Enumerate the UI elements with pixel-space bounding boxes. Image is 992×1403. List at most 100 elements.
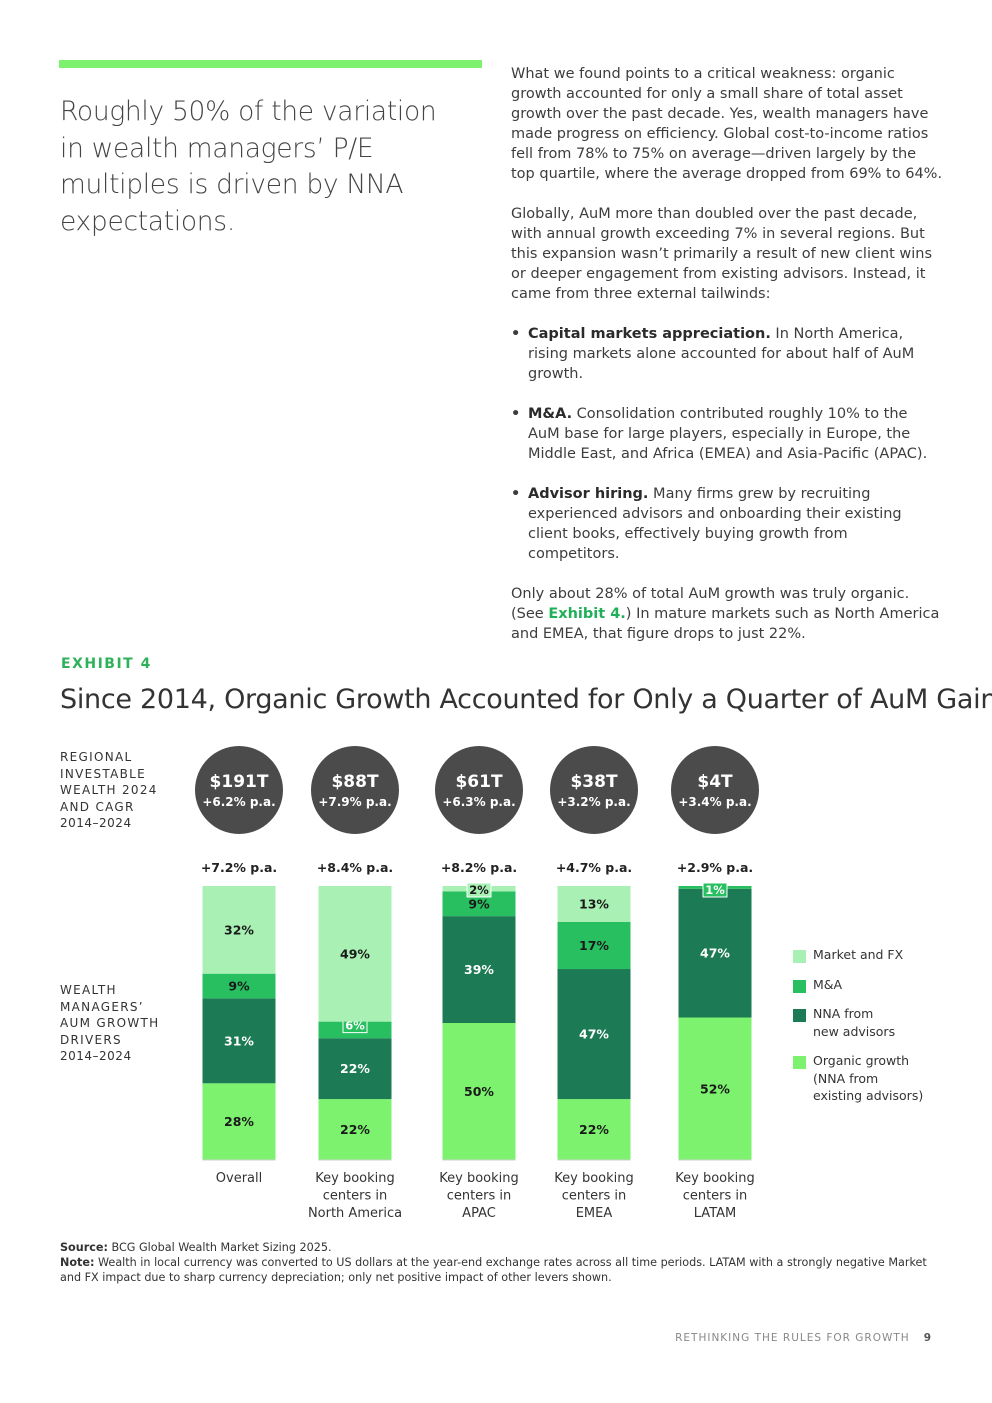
- legend-item-organic: Organic growth (NNA from existing adviso…: [793, 1052, 923, 1105]
- category-label: Key booking: [675, 1171, 755, 1186]
- aum-cagr-label: +4.7% p.a.: [556, 860, 632, 875]
- bar-segment-organic: [202, 1083, 276, 1160]
- legend-label: Organic growth: [813, 1053, 910, 1068]
- bar-segment-organic: [557, 1099, 631, 1160]
- wealth-row-label: REGIONAL INVESTABLE WEALTH 2024 AND CAGR…: [60, 749, 160, 832]
- bar-segment-nna-new: [202, 998, 276, 1084]
- wealth-total-label: $38T: [570, 772, 617, 792]
- small-segment-label-box: [702, 882, 728, 898]
- bullet-title: M&A.: [528, 406, 573, 422]
- body-paragraph-3-start: Only about 28% of total AuM growth was t…: [511, 586, 910, 622]
- bar-value-label: 9%: [468, 896, 490, 911]
- list-item: Capital markets appreciation. In North A…: [511, 324, 943, 384]
- legend-item-nna-new: NNA from new advisors: [793, 1005, 923, 1040]
- bar-segment-market-fx: [557, 886, 631, 922]
- wealth-circle: [195, 746, 283, 834]
- small-segment-label-box: [466, 882, 492, 898]
- bar-value-label: 13%: [579, 896, 609, 911]
- aum-cagr-label: +8.2% p.a.: [441, 860, 517, 875]
- category-label: APAC: [462, 1206, 496, 1221]
- body-paragraph-2: Globally, AuM more than doubled over the…: [511, 206, 933, 302]
- drivers-row-label-text: WEALTH MANAGERS’ AUM GROWTH DRIVERS: [60, 983, 160, 1047]
- legend-label: new advisors: [813, 1023, 896, 1039]
- legend-label: NNA from: [813, 1006, 874, 1021]
- running-title: RETHINKING THE RULES FOR GROWTH: [675, 1332, 910, 1344]
- exhibit-label: EXHIBIT 4: [61, 656, 152, 672]
- legend-swatch-ma: [793, 979, 806, 993]
- category-label: Key booking: [315, 1171, 395, 1186]
- legend-swatch-market-fx: [793, 950, 806, 963]
- wealth-total-label: $88T: [331, 772, 378, 792]
- accent-bar: [59, 60, 482, 68]
- legend-label: (NNA from: [813, 1070, 879, 1086]
- bar-value-label: 17%: [579, 938, 609, 953]
- bar-value-label: 9%: [228, 979, 250, 994]
- bar-segment-nna-new: [442, 916, 516, 1023]
- drivers-row-label: WEALTH MANAGERS’ AUM GROWTH DRIVERS 2014…: [60, 982, 170, 1065]
- body-paragraph-3-end: ) In mature markets such as North Americ…: [511, 606, 940, 642]
- aum-cagr-label: +2.9% p.a.: [677, 860, 753, 875]
- legend-label: existing advisors): [813, 1088, 924, 1103]
- wealth-cagr-label: +6.2% p.a.: [202, 795, 275, 809]
- body-text-column: What we found points to a critical weakn…: [511, 64, 943, 664]
- note-label: Note:: [60, 1256, 95, 1269]
- wealth-circle: [435, 746, 523, 834]
- bar-segment-market-fx: [202, 886, 276, 974]
- wealth-cagr-label: +6.3% p.a.: [442, 795, 515, 809]
- page-footer: RETHINKING THE RULES FOR GROWTH 9: [675, 1332, 932, 1344]
- bar-value-label: 22%: [579, 1122, 609, 1137]
- pull-quote: Roughly 50% of the variation in wealth m…: [60, 96, 437, 237]
- category-label: centers in: [447, 1189, 512, 1204]
- category-label: Key booking: [554, 1171, 634, 1186]
- list-item: Advisor hiring. Many firms grew by recru…: [511, 484, 943, 564]
- bar-value-label: 47%: [700, 946, 730, 961]
- body-paragraph-3: Only about 28% of total AuM growth was t…: [511, 584, 943, 644]
- bar-value-label: 50%: [464, 1084, 494, 1099]
- wealth-total-label: $191T: [210, 772, 269, 792]
- category-label: EMEA: [576, 1206, 613, 1221]
- bar-value-label: 22%: [340, 1061, 370, 1076]
- bullet-text: In North America, rising markets alone a…: [528, 326, 915, 382]
- wealth-row-label-years: 2014–2024: [60, 816, 132, 830]
- wealth-total-label: $61T: [455, 772, 502, 792]
- list-item: M&A. Consolidation contributed roughly 1…: [511, 404, 943, 464]
- aum-cagr-label: +8.4% p.a.: [317, 860, 393, 875]
- category-label: LATAM: [694, 1206, 736, 1221]
- source-label: Source:: [60, 1241, 108, 1254]
- bar-segment-ma: [557, 921, 631, 970]
- bar-value-label: 6%: [345, 1019, 365, 1033]
- category-label: centers in: [683, 1189, 748, 1204]
- bar-value-label: 47%: [579, 1027, 609, 1042]
- bar-segment-market-fx: [318, 886, 392, 1022]
- source-text: BCG Global Wealth Market Sizing 2025.: [107, 1241, 332, 1254]
- bar-value-label: 22%: [340, 1122, 370, 1137]
- legend-swatch-organic: [793, 1056, 806, 1069]
- note-text: Wealth in local currency was converted t…: [60, 1256, 927, 1284]
- category-label: centers in: [562, 1189, 627, 1204]
- bar-value-label: 1%: [705, 883, 725, 897]
- bar-segment-organic: [678, 1017, 752, 1160]
- wealth-row-label-text: REGIONAL INVESTABLE WEALTH 2024 AND CAGR: [60, 750, 158, 814]
- drivers-row-label-years: 2014–2024: [60, 1049, 132, 1063]
- footnotes: Source: BCG Global Wealth Market Sizing …: [60, 1240, 930, 1285]
- wealth-cagr-label: +3.2% p.a.: [557, 795, 630, 809]
- bullet-text: Many firms grew by recruiting experience…: [528, 486, 902, 562]
- bar-segment-organic: [442, 1023, 516, 1160]
- bullet-text: Consolidation contributed roughly 10% to…: [528, 406, 928, 462]
- page-number: 9: [923, 1332, 932, 1344]
- legend-label: M&A: [813, 976, 843, 992]
- category-label: Key booking: [439, 1171, 519, 1186]
- legend-swatch-nna-new: [793, 1009, 806, 1022]
- bar-value-label: 32%: [224, 922, 254, 937]
- category-label: North America: [308, 1206, 402, 1221]
- legend-item-ma: M&A: [793, 976, 923, 994]
- category-label: centers in: [323, 1189, 388, 1204]
- wealth-cagr-label: +3.4% p.a.: [678, 795, 751, 809]
- exhibit-4-link[interactable]: Exhibit 4.: [548, 606, 626, 622]
- bar-value-label: 2%: [469, 883, 489, 897]
- bullet-title: Advisor hiring.: [528, 486, 649, 502]
- tailwinds-list: Capital markets appreciation. In North A…: [511, 324, 943, 564]
- bar-segment-organic: [318, 1099, 392, 1160]
- legend-item-market-fx: Market and FX: [793, 946, 923, 964]
- bar-value-label: 49%: [340, 946, 370, 961]
